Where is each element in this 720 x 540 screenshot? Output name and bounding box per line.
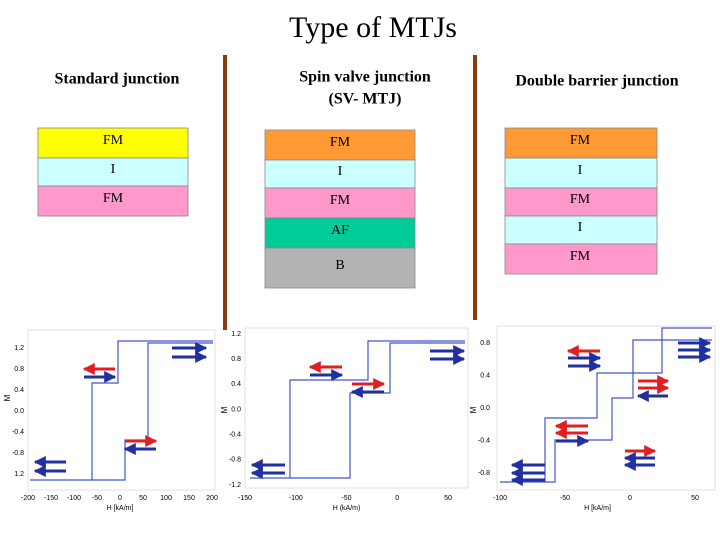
layer [264, 247, 416, 289]
x-axis-label: H [kA/m] [107, 505, 134, 512]
layer-label: I [338, 164, 343, 179]
y-tick-label: -0.4 [12, 429, 24, 436]
layer [264, 129, 416, 161]
layer-label: FM [330, 193, 351, 208]
hysteresis-curves [27, 325, 716, 491]
x-tick-label: -100 [67, 495, 81, 502]
magnetization-arrows [33, 337, 712, 486]
x-tick-label: -150 [238, 495, 252, 502]
x-tick-label: 0 [628, 495, 632, 502]
x-tick-label: -50 [341, 495, 351, 502]
x-tick-label: -200 [21, 495, 35, 502]
column-heading: (SV- MTJ) [328, 91, 401, 108]
y-tick-label: 1.2 [14, 471, 24, 478]
y-tick-label: 0.0 [480, 405, 490, 412]
y-axis-label: M [469, 406, 478, 413]
slide-title: Type of MTJs [289, 11, 457, 44]
layer [504, 215, 658, 245]
x-tick-label: -50 [560, 495, 570, 502]
layer-label: AF [331, 223, 349, 238]
y-tick-label: 0.8 [14, 366, 24, 373]
x-tick-label: -100 [289, 495, 303, 502]
x-tick-label: 50 [444, 495, 452, 502]
layer [37, 185, 189, 217]
layer [37, 157, 189, 187]
y-tick-label: -1.2 [229, 482, 241, 489]
y-tick-label: 0.8 [231, 356, 241, 363]
layer [504, 187, 658, 217]
x-tick-label: -150 [44, 495, 58, 502]
x-tick-label: 0 [118, 495, 122, 502]
layer [504, 157, 658, 189]
y-tick-label: 0.4 [231, 381, 241, 388]
layer-label: I [111, 162, 116, 177]
layer-label: FM [103, 133, 124, 148]
layer-label: FM [570, 192, 591, 207]
y-tick-label: 1.2 [231, 331, 241, 338]
layer-label: I [578, 220, 583, 235]
y-tick-label: -0.4 [229, 432, 241, 439]
x-tick-label: 200 [206, 495, 218, 502]
y-tick-label: 0.4 [14, 387, 24, 394]
layer-label: FM [570, 133, 591, 148]
x-tick-label: 150 [183, 495, 195, 502]
layer [504, 127, 658, 159]
y-tick-label: 1.2 [14, 345, 24, 352]
x-axis-label: H (kA/m) [333, 505, 361, 512]
x-axis-label: H [kA/m] [584, 505, 611, 512]
x-tick-label: -100 [493, 495, 507, 502]
x-tick-label: 0 [395, 495, 399, 502]
layer [264, 187, 416, 219]
y-tick-label: -0.8 [12, 450, 24, 457]
layer-label: B [335, 258, 344, 273]
layer [37, 127, 189, 159]
x-tick-label: 100 [160, 495, 172, 502]
y-axis-label: M [3, 394, 12, 401]
column-heading: Double barrier junction [515, 73, 678, 90]
y-tick-label: 0.4 [480, 372, 490, 379]
layer-label: FM [570, 249, 591, 264]
y-tick-label: 0.0 [231, 406, 241, 413]
layer-label: FM [330, 135, 351, 150]
column-heading: Standard junction [55, 71, 180, 88]
layer [264, 217, 416, 249]
y-tick-label: -0.4 [478, 437, 490, 444]
x-tick-label: 50 [691, 495, 699, 502]
y-tick-label: 0.8 [480, 340, 490, 347]
y-tick-label: -0.8 [229, 457, 241, 464]
x-tick-label: -50 [92, 495, 102, 502]
layer-label: FM [103, 191, 124, 206]
layer [504, 243, 658, 275]
y-tick-label: 0.0 [14, 408, 24, 415]
y-tick-label: -0.8 [478, 470, 490, 477]
column-heading: Spin valve junction [299, 69, 431, 86]
x-tick-label: 50 [139, 495, 147, 502]
layer-label: I [578, 163, 583, 178]
y-axis-label: M [220, 406, 229, 413]
